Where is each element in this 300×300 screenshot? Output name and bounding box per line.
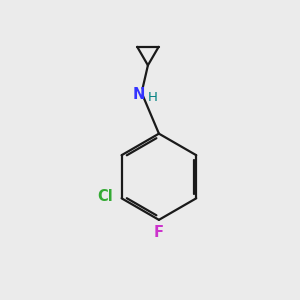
Text: H: H: [148, 91, 158, 104]
Text: F: F: [154, 225, 164, 240]
Text: Cl: Cl: [98, 189, 113, 204]
Text: N: N: [133, 87, 145, 102]
